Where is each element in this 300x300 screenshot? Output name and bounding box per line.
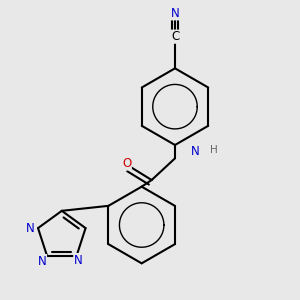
Text: H: H <box>210 145 218 155</box>
Text: N: N <box>190 145 200 158</box>
Text: N: N <box>26 222 35 235</box>
Text: N: N <box>74 254 82 267</box>
Text: N: N <box>171 7 179 20</box>
Text: C: C <box>171 30 179 43</box>
Text: N: N <box>38 255 46 268</box>
Text: O: O <box>122 157 131 170</box>
